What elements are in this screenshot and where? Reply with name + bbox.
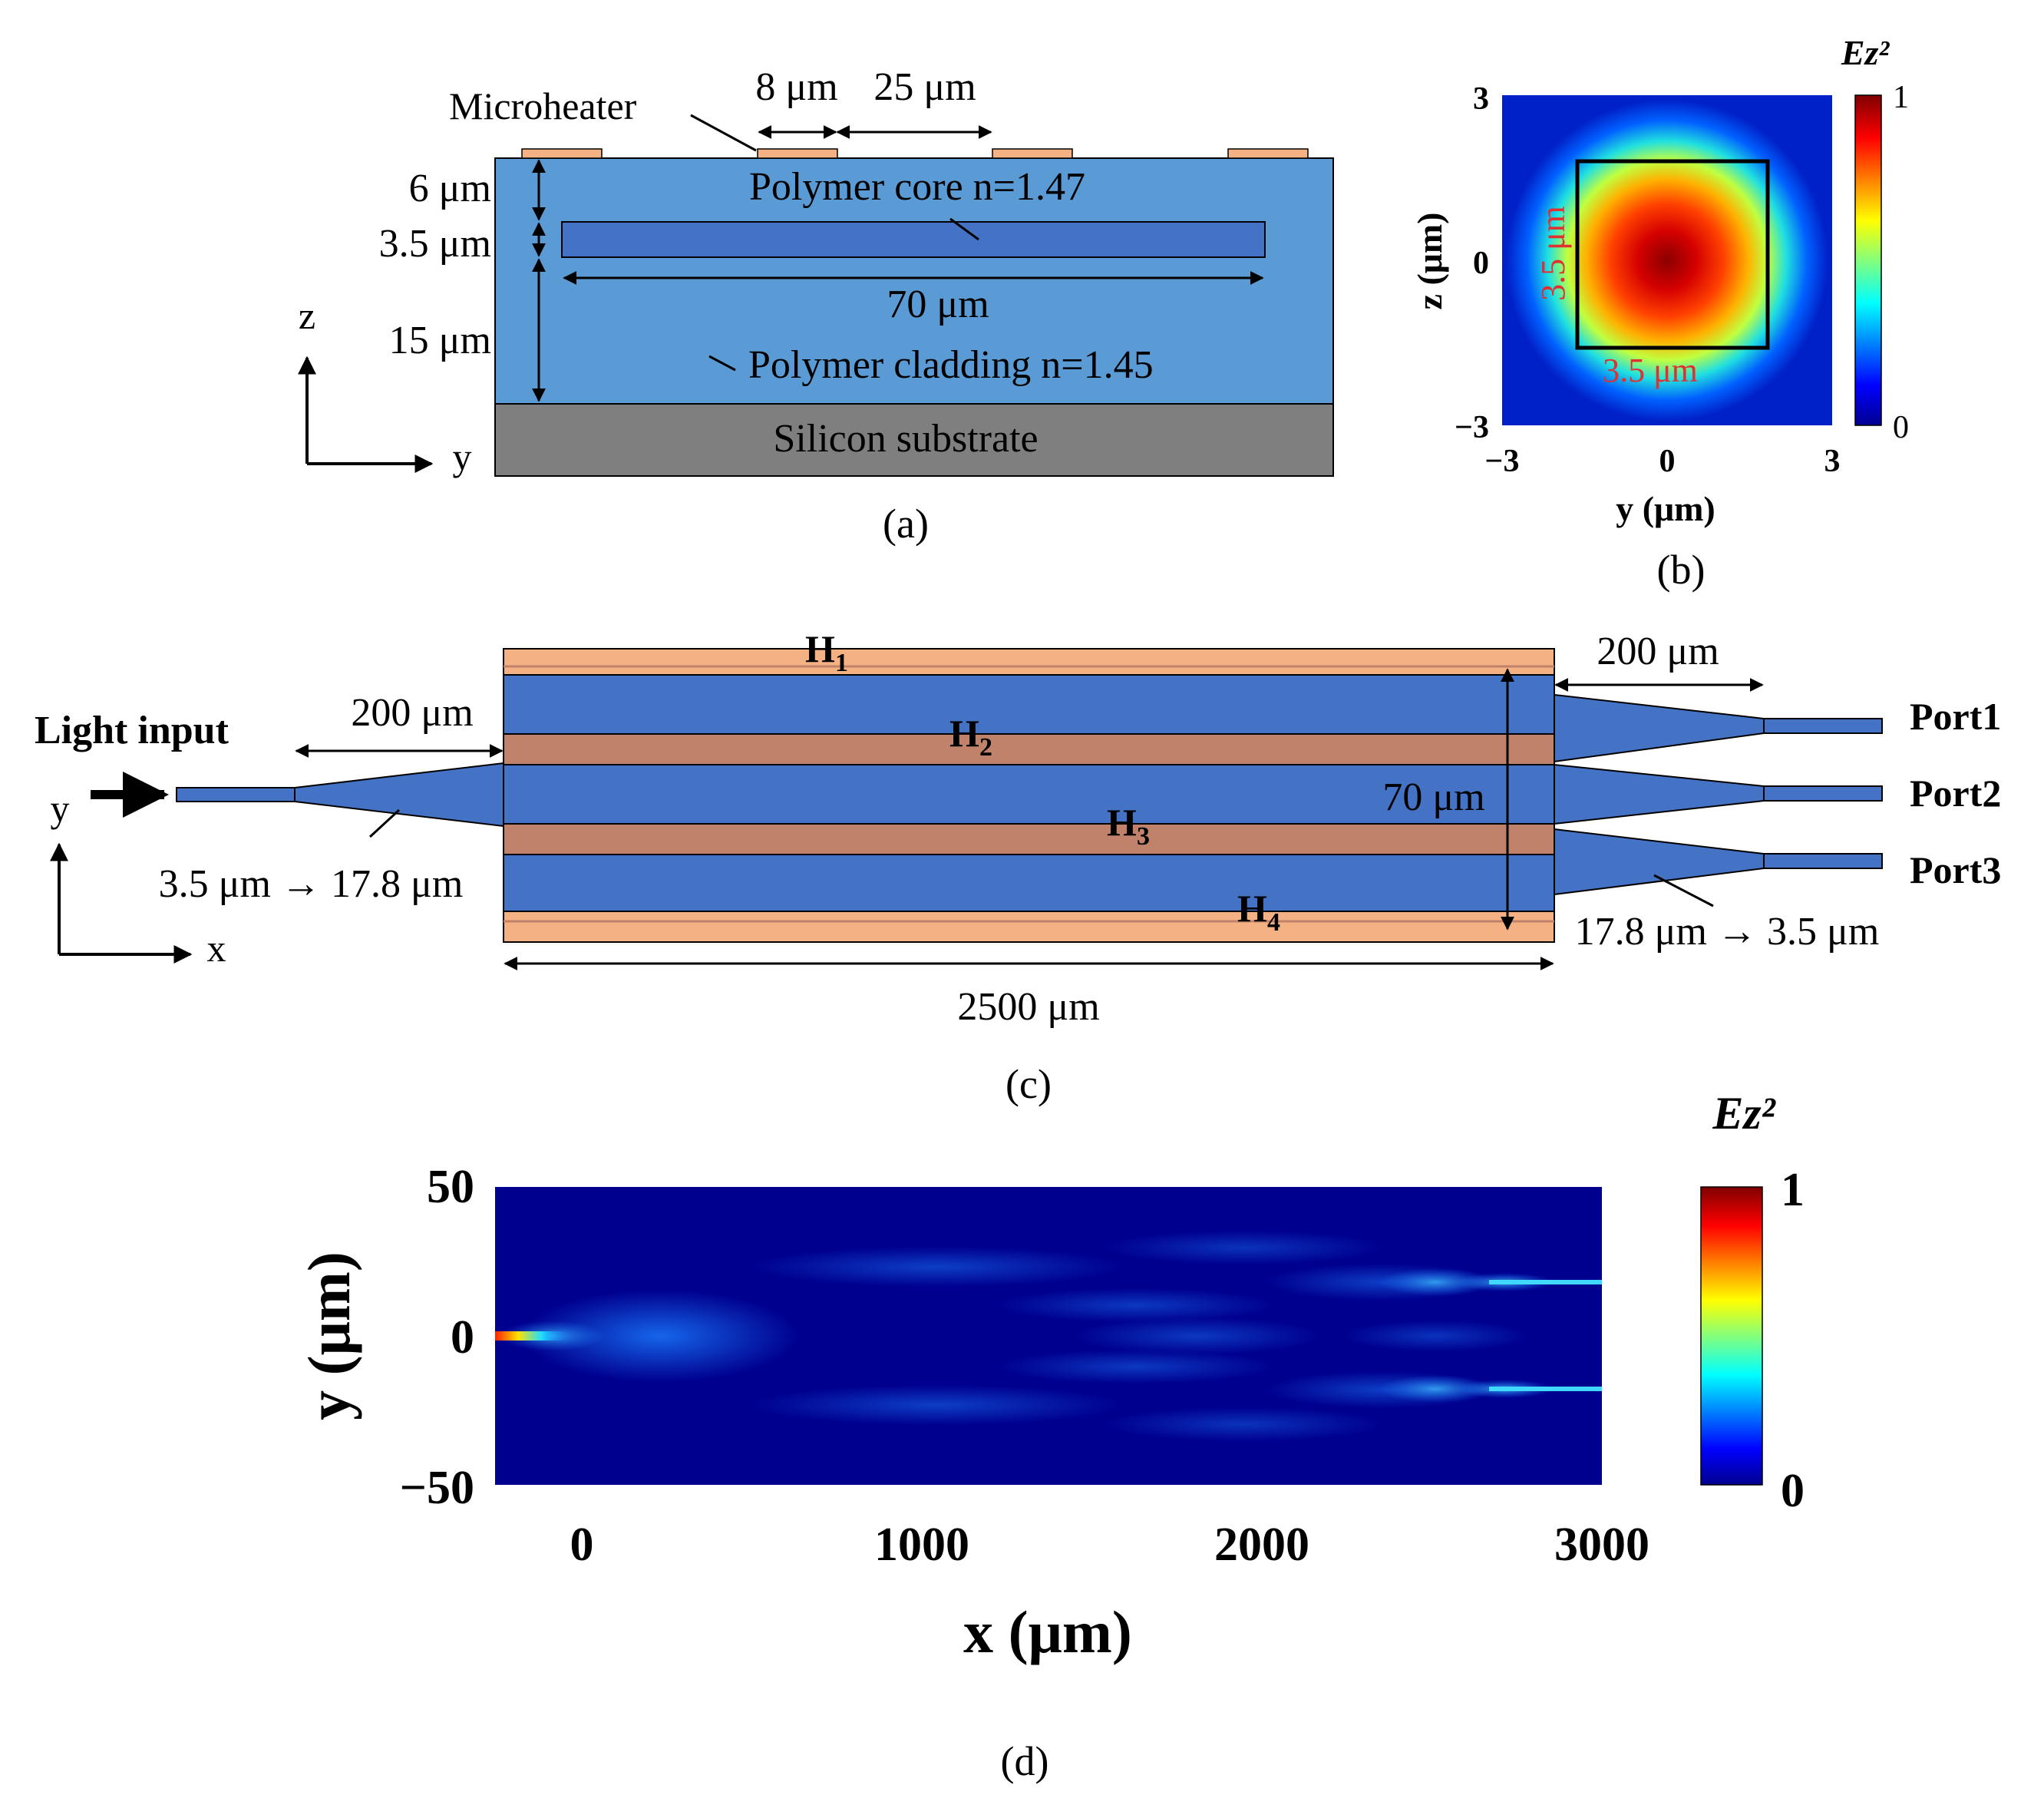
b-xlabel: y (μm) <box>1616 489 1715 528</box>
d-colorbar <box>1700 1186 1763 1486</box>
output-beam-2 <box>1489 1387 1602 1391</box>
cladding-label: Polymer cladding n=1.45 <box>748 343 1154 387</box>
panel-b: 3.5 μm 3.5 μm 3 0 −3 −3 0 3 y (μm) z (μm… <box>1410 33 1909 593</box>
b-x-ticks: −3 0 3 <box>1485 444 1841 479</box>
output-taper-length: 200 μm <box>1597 630 1719 673</box>
output-beam-1 <box>1489 1280 1602 1284</box>
port-1-label: Port1 <box>1910 695 2001 738</box>
caption-b: (b) <box>1657 547 1706 593</box>
heater-h4 <box>503 911 1555 943</box>
microheater-leader <box>690 114 757 152</box>
core-v-label: 3.5 μm <box>1534 206 1572 301</box>
microheater-2 <box>757 148 838 159</box>
substrate-label: Silicon substrate <box>773 417 1038 461</box>
d-xtick: 1000 <box>874 1519 969 1571</box>
panel-a: Microheater 8 μm 25 μm 6 μm 3.5 μm 15 μm… <box>298 65 1334 547</box>
c-axis-y-label: y <box>51 787 70 830</box>
microheater-3 <box>992 148 1073 159</box>
heater-gap-label: 25 μm <box>873 65 976 109</box>
core <box>561 221 1266 258</box>
panel-d: 50 0 −50 0 1000 2000 3000 x (μm) y (μm) … <box>296 1088 1805 1784</box>
output-waveguide-3 <box>1763 853 1883 869</box>
heater-h1 <box>503 648 1555 676</box>
caption-d: (d) <box>1001 1738 1049 1784</box>
input-taper <box>294 762 504 828</box>
core-width-label: 70 μm <box>887 283 989 326</box>
panel-c: H1 H2 H3 H4 Light input 200 μm 3.5 μm → … <box>35 627 2001 1107</box>
b-xtick: 3 <box>1824 444 1841 479</box>
b-y-ticks: 3 0 −3 <box>1455 81 1489 445</box>
output-taper-1 <box>1554 693 1765 763</box>
d-colorbar-min: 0 <box>1781 1465 1805 1517</box>
b-colorbar-min: 0 <box>1893 410 1909 445</box>
b-ytick: 0 <box>1473 246 1489 281</box>
d-colorbar-title: Ez² <box>1712 1088 1776 1139</box>
mode-field-spot <box>1506 99 1828 421</box>
output-taper-leader <box>1653 874 1714 907</box>
input-taper-length: 200 μm <box>351 691 473 735</box>
light-input-label: Light input <box>35 709 229 752</box>
waveguide-1 <box>503 674 1555 735</box>
b-colorbar-title: Ez² <box>1841 33 1890 72</box>
dim-top-label: 6 μm <box>409 167 491 210</box>
heater-width-label: 8 μm <box>755 65 837 109</box>
mmi-width-label: 70 μm <box>1382 775 1484 819</box>
caption-c: (c) <box>1005 1061 1052 1107</box>
b-colorbar-max: 1 <box>1893 80 1909 115</box>
input-beam <box>495 1331 572 1341</box>
core-label: Polymer core n=1.47 <box>749 165 1085 209</box>
d-colorbar-max: 1 <box>1781 1164 1805 1216</box>
d-ytick: 50 <box>427 1161 474 1213</box>
heater-h3 <box>503 823 1555 855</box>
cladding-leader <box>708 355 736 372</box>
d-y-ticks: 50 0 −50 <box>400 1161 474 1514</box>
b-ytick: −3 <box>1455 410 1489 445</box>
axis-y-label: y <box>453 435 472 478</box>
d-xtick: 3000 <box>1554 1519 1649 1571</box>
output-waveguide-2 <box>1763 785 1883 802</box>
mmi-length-label: 2500 μm <box>957 985 1099 1029</box>
substrate <box>494 403 1334 477</box>
d-ytick: −50 <box>400 1462 474 1514</box>
microheater-1 <box>521 148 603 159</box>
d-ytick: 0 <box>451 1311 474 1364</box>
d-xtick: 0 <box>570 1519 594 1571</box>
input-waveguide <box>176 787 296 802</box>
b-xtick: 0 <box>1659 444 1676 479</box>
d-xlabel: x (μm) <box>963 1598 1132 1665</box>
output-taper-3 <box>1554 828 1765 896</box>
b-xtick: −3 <box>1485 444 1520 479</box>
port-3-label: Port3 <box>1910 848 2001 891</box>
d-x-ticks: 0 1000 2000 3000 <box>570 1519 1650 1571</box>
dim-bottom-label: 15 μm <box>389 319 491 362</box>
heater-label-h1: H1 <box>805 627 848 677</box>
output-waveguide-1 <box>1763 718 1883 734</box>
input-taper-leader <box>368 808 401 838</box>
port-2-label: Port2 <box>1910 772 2001 815</box>
core-outline <box>1575 159 1770 350</box>
input-taper-label: 3.5 μm → 17.8 μm <box>159 862 464 906</box>
output-taper-label: 17.8 μm → 3.5 μm <box>1575 910 1880 954</box>
axis-z-label: z <box>299 294 315 337</box>
d-ylabel: y (μm) <box>296 1251 362 1420</box>
core-leader <box>949 217 979 241</box>
dim-core-label: 3.5 μm <box>379 222 491 266</box>
b-colorbar <box>1854 94 1882 426</box>
core-h-label: 3.5 μm <box>1603 352 1698 389</box>
c-axis-x-label: x <box>207 927 226 970</box>
heater-h2 <box>503 733 1555 765</box>
caption-a: (a) <box>883 501 929 547</box>
output-taper-2 <box>1554 763 1765 825</box>
heater-label-h4: H4 <box>1237 887 1280 937</box>
waveguide-3 <box>503 854 1555 912</box>
b-ytick: 3 <box>1473 81 1489 117</box>
propagation-light <box>495 1231 1602 1441</box>
b-ylabel: z (μm) <box>1410 213 1449 310</box>
d-xtick: 2000 <box>1214 1519 1309 1571</box>
microheater-4 <box>1227 148 1309 159</box>
microheater-label: Microheater <box>449 84 637 127</box>
